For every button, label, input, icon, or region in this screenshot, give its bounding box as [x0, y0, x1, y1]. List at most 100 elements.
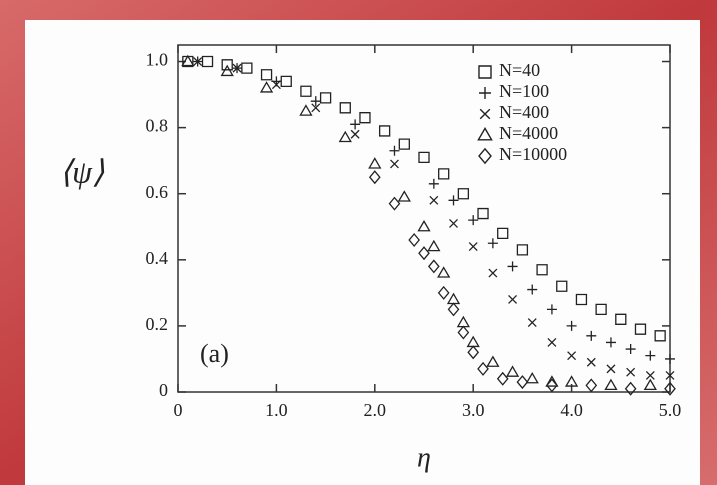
data-point	[437, 285, 450, 300]
legend-label: N=400	[499, 102, 549, 122]
data-point	[438, 168, 450, 180]
data-point	[350, 129, 360, 139]
data-point	[457, 188, 470, 200]
data-point	[408, 232, 421, 247]
data-point	[643, 378, 657, 391]
legend-marker	[478, 147, 492, 165]
data-point	[604, 378, 618, 391]
data-point	[516, 375, 529, 390]
data-point	[193, 57, 203, 66]
y-tick-label: 0.2	[146, 314, 169, 334]
data-point	[427, 239, 441, 252]
data-point	[516, 244, 529, 256]
x-axis-label: η	[417, 442, 431, 473]
data-point	[397, 190, 411, 202]
data-point	[260, 69, 273, 81]
data-point	[486, 355, 500, 367]
data-point	[389, 145, 400, 156]
legend-label: N=4000	[499, 123, 558, 143]
data-point	[220, 64, 234, 77]
data-point	[605, 337, 616, 348]
y-tick-label: 0	[159, 380, 168, 400]
legend-marker	[478, 65, 492, 79]
data-point	[280, 75, 292, 88]
data-point	[508, 295, 518, 304]
data-point	[497, 227, 509, 240]
data-point	[586, 357, 596, 367]
x-tick-label: 2.0	[364, 400, 387, 420]
x-tick-label: 3.0	[462, 400, 485, 420]
data-point	[654, 330, 666, 342]
y-tick-label: 0.4	[146, 248, 169, 268]
data-point	[595, 303, 607, 316]
data-point	[634, 323, 647, 335]
data-point	[546, 378, 558, 393]
data-point	[300, 85, 312, 97]
data-point	[368, 170, 381, 185]
data-point	[468, 215, 479, 226]
data-point	[181, 54, 195, 67]
data-point	[566, 320, 577, 331]
data-point	[665, 353, 675, 364]
data-point	[378, 125, 391, 137]
legend-marker	[479, 87, 491, 99]
data-point	[390, 159, 399, 169]
x-tick-label: 5.0	[659, 400, 682, 420]
y-axis-label: ⟨ψ⟩	[60, 153, 105, 189]
data-point	[339, 102, 351, 114]
data-point	[615, 313, 627, 325]
data-point	[645, 350, 656, 361]
data-point	[221, 59, 233, 71]
data-point	[388, 196, 401, 211]
data-point	[505, 365, 520, 377]
legend-marker	[479, 108, 491, 120]
data-point	[350, 119, 361, 130]
data-point	[488, 268, 498, 278]
data-point	[575, 293, 588, 306]
data-point	[182, 55, 194, 68]
legend-label: N=10000	[499, 144, 567, 164]
data-point	[496, 371, 509, 386]
y-tick-label: 1.0	[146, 50, 169, 70]
data-point	[271, 80, 281, 90]
data-point	[319, 92, 332, 104]
y-tick-label: 0.6	[146, 182, 169, 202]
data-point	[625, 344, 636, 355]
data-point	[585, 378, 598, 393]
data-point	[477, 361, 489, 376]
data-point	[665, 371, 675, 380]
data-point	[507, 261, 518, 272]
data-point	[241, 62, 253, 74]
x-tick-label: 0	[174, 400, 183, 420]
data-point	[457, 325, 470, 340]
data-point	[527, 318, 537, 328]
data-point	[545, 375, 559, 387]
data-point	[368, 157, 382, 169]
data-point	[467, 345, 480, 360]
x-tick-label: 1.0	[265, 400, 288, 420]
annotation: (a)	[200, 339, 229, 368]
data-point	[556, 280, 568, 292]
data-point	[449, 218, 458, 228]
data-point	[586, 330, 597, 341]
data-point	[536, 264, 548, 276]
data-point	[310, 96, 321, 107]
data-point	[418, 246, 430, 261]
data-point	[428, 178, 439, 189]
data-point	[527, 284, 538, 295]
data-point	[311, 103, 321, 113]
data-point	[448, 195, 459, 206]
data-point	[525, 371, 539, 384]
data-point	[447, 302, 460, 317]
data-point	[468, 242, 478, 252]
data-point	[417, 219, 431, 232]
y-tick-label: 0.8	[146, 116, 169, 136]
data-point	[427, 259, 440, 274]
x-tick-label: 4.0	[560, 400, 583, 420]
data-point	[232, 63, 242, 73]
legend-label: N=40	[499, 60, 540, 80]
data-point	[564, 375, 579, 387]
data-point	[487, 238, 498, 249]
data-point	[626, 367, 636, 377]
